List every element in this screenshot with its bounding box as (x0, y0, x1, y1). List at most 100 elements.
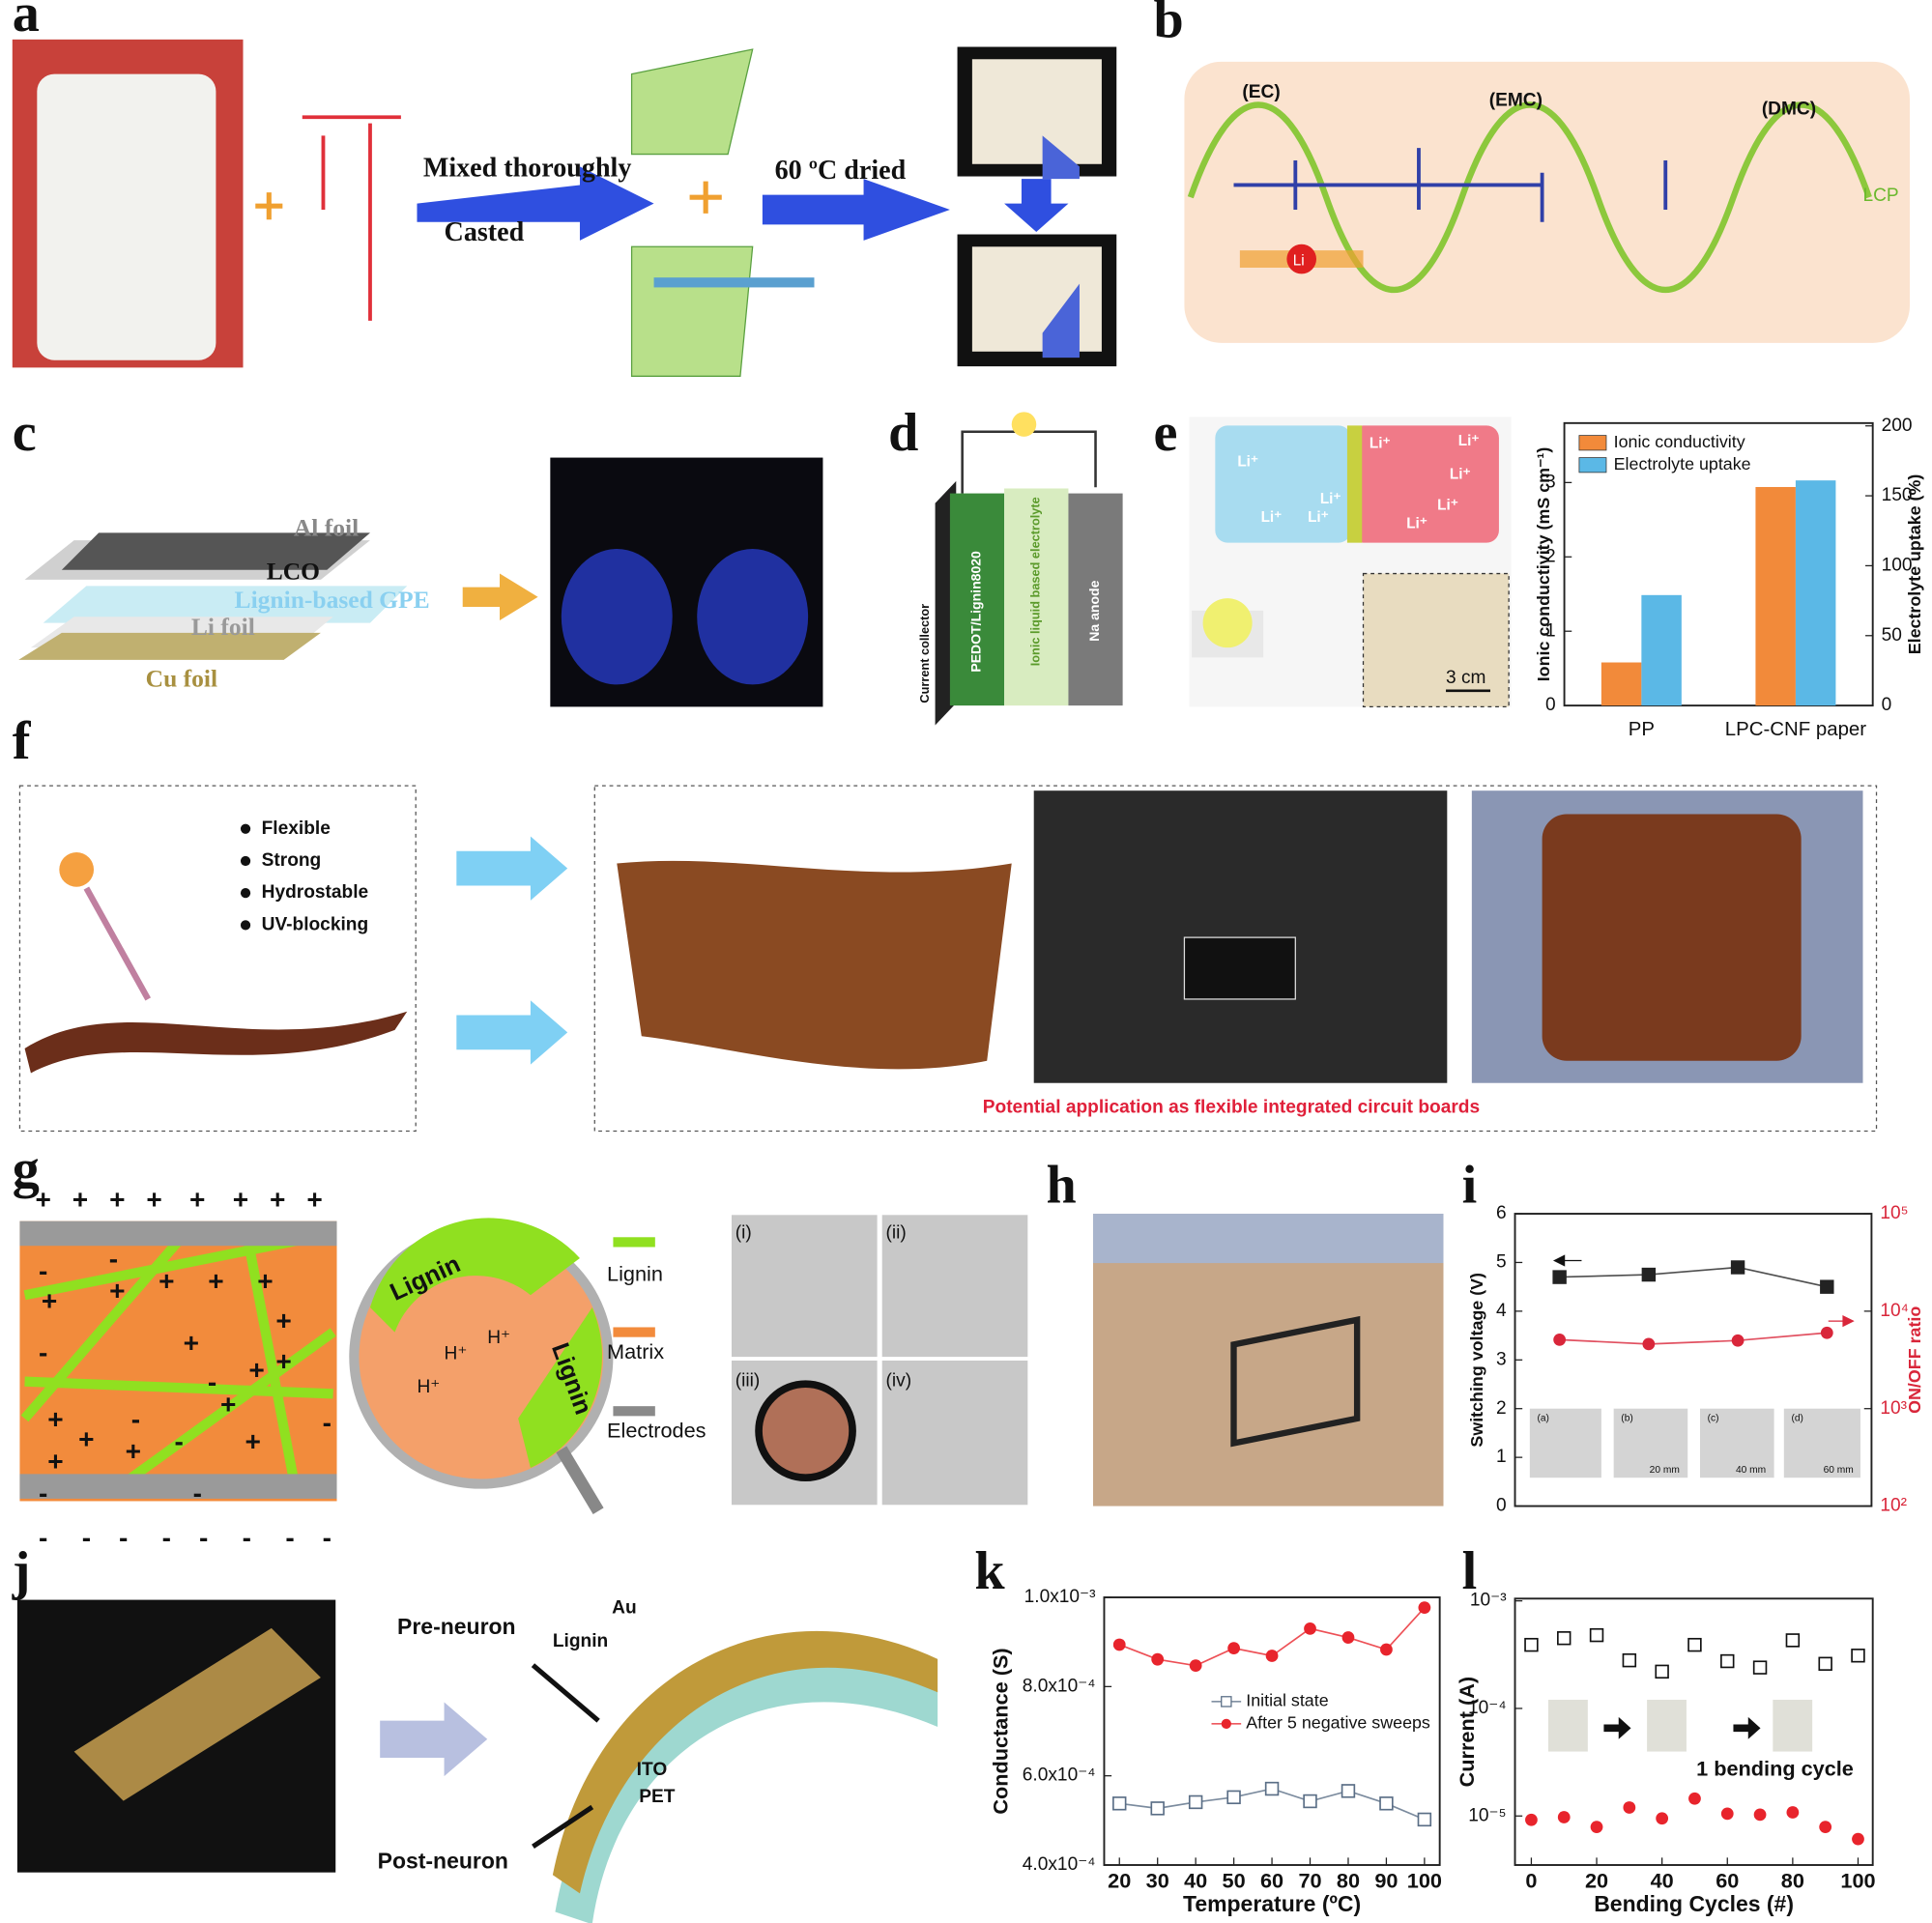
layer-label: PEDOT/Lignin8020 (968, 551, 984, 673)
lignin-layer (552, 1630, 938, 1894)
y-axis-label: Conductance (S) (988, 1648, 1012, 1814)
sleeve (1092, 1214, 1444, 1264)
step-label: (i) (735, 1223, 752, 1244)
y2-tick-label: 0 (1882, 695, 1892, 715)
gpe-layer (43, 586, 408, 623)
electrode (19, 1220, 337, 1247)
panel-label: f (13, 711, 32, 771)
data-point (1150, 1801, 1165, 1816)
electrolyte-side (1215, 425, 1351, 543)
anode (1068, 493, 1123, 706)
panel-label: a (13, 0, 40, 43)
annotation: 60 mm (1824, 1465, 1854, 1476)
bar (1755, 486, 1796, 706)
annotation: (a) (1538, 1414, 1549, 1424)
x-tick-label: 100 (1407, 1869, 1442, 1893)
plot-frame (1563, 421, 1874, 707)
part-label: Au (612, 1598, 637, 1619)
led-light (1202, 598, 1253, 648)
plot-frame (1514, 1597, 1874, 1866)
plus-charge: + (47, 1404, 63, 1434)
fiber-loop (755, 1380, 856, 1482)
plus-charge: + (36, 1185, 51, 1215)
legend-swatch (613, 1406, 655, 1417)
data-point (1226, 1790, 1241, 1805)
data-point (1151, 1652, 1165, 1666)
property: Flexible (262, 818, 331, 839)
x-tick-label: 20 (1585, 1869, 1608, 1893)
minus-charge: - (82, 1522, 91, 1552)
y-axis-label: Switching voltage (V) (1467, 1273, 1486, 1448)
photo-inset (1362, 572, 1510, 708)
data-point (1688, 1792, 1701, 1805)
arrow (456, 1000, 568, 1065)
annotation: (d) (1791, 1414, 1802, 1424)
panel-label: j (12, 1541, 31, 1601)
part-label: PET (639, 1787, 676, 1807)
data-point (1112, 1796, 1127, 1811)
plus-charge: + (275, 1346, 291, 1376)
legend-marker (1221, 1718, 1231, 1729)
li-ion-label: Li⁺ (1370, 436, 1391, 452)
y-tick-label: 0 (1545, 695, 1556, 715)
wire (961, 430, 1097, 494)
y-tick-label: 1 (1496, 1447, 1507, 1467)
minus-charge: - (243, 1522, 251, 1552)
legend-text: Lignin (607, 1262, 663, 1286)
plus-charge: + (220, 1390, 236, 1420)
data-point (1417, 1812, 1432, 1827)
legend-swatch (1578, 435, 1607, 451)
y-tick-label: 0 (1496, 1496, 1507, 1516)
plus-charge: + (270, 1185, 285, 1215)
data-point (1687, 1637, 1702, 1652)
lignin-region (518, 1307, 602, 1468)
series-line (1559, 1332, 1828, 1345)
data-point (1341, 1784, 1356, 1798)
x-tick-label: 20 (1108, 1869, 1131, 1893)
legend-swatch (1578, 457, 1607, 474)
plus-charge: + (208, 1266, 223, 1296)
x-tick-label: 100 (1840, 1869, 1875, 1893)
li-ion-label: Li⁺ (1320, 491, 1341, 507)
pointer (531, 1663, 600, 1849)
li-label: Li (1293, 253, 1305, 270)
panel-label: k (974, 1541, 1005, 1601)
part-label: Lignin (553, 1631, 608, 1651)
plus-charge: + (248, 1355, 264, 1385)
data-point (1304, 1622, 1316, 1635)
data-point (1656, 1812, 1669, 1825)
li-ion-label: Li⁺ (1261, 509, 1283, 526)
x-tick-label: 80 (1781, 1869, 1804, 1893)
inset-photo (1783, 1408, 1860, 1478)
y2-tick-label: 50 (1882, 625, 1902, 646)
arrow (456, 836, 568, 901)
plus-charge: + (275, 1306, 291, 1335)
glove (561, 549, 673, 685)
layer-label: Li foil (191, 613, 255, 641)
layer-label: Na anode (1086, 580, 1102, 641)
li-ion-label: Li⁺ (1406, 516, 1427, 532)
data-point (1525, 1813, 1538, 1826)
inset-photo (1647, 1699, 1687, 1752)
cu-foil (18, 632, 321, 660)
proton: H⁺ (487, 1328, 510, 1348)
annotation: 20 mm (1650, 1465, 1680, 1476)
plus-charge: + (306, 1185, 322, 1215)
data-point (1589, 1627, 1604, 1643)
electrode (19, 1474, 337, 1499)
bar (1795, 480, 1836, 706)
data-point (1622, 1652, 1637, 1668)
part-label: ITO (637, 1760, 668, 1780)
lignin-network (20, 1228, 336, 1497)
legend-label: Ionic conductivity (1614, 432, 1745, 451)
arrow (417, 166, 654, 241)
circuit-board (1542, 814, 1802, 1061)
minus-charge: - (109, 1244, 118, 1274)
inset-photo (1547, 1699, 1588, 1752)
plus-charge: + (78, 1423, 94, 1453)
y-tick-label: 1 (1545, 620, 1556, 641)
minus-charge: - (323, 1408, 332, 1438)
legend-label: Initial state (1246, 1691, 1328, 1710)
layer-label: Lignin-based GPE (235, 586, 430, 614)
